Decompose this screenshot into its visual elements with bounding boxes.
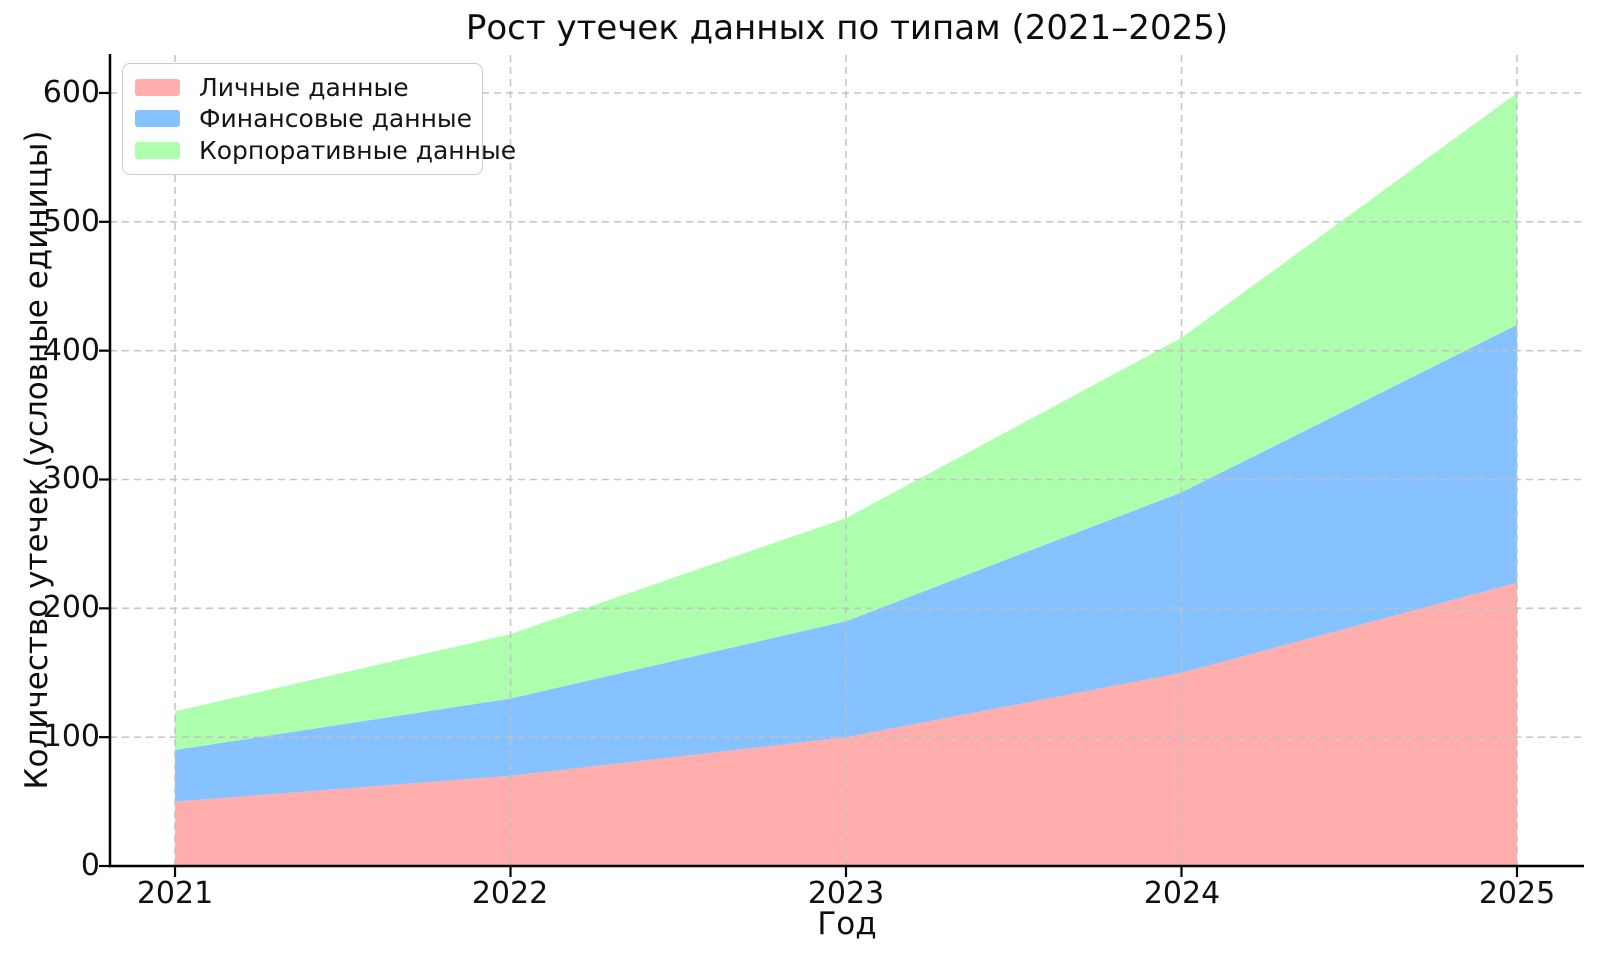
legend-swatch-corporate [135,141,180,159]
y-tick-label-400: 400 [42,333,100,368]
y-tick-label-0: 0 [80,848,100,883]
chart-title: Рост утечек данных по типам (2021–2025) [465,8,1229,48]
legend-item-personal: Личные данные [135,75,470,100]
legend-label-financial: Финансовые данные [199,104,473,134]
y-tick-label-100: 100 [42,719,100,754]
legend: Личные данные Финансовые данные Корпорат… [122,63,516,175]
y-tick-label-300: 300 [42,461,100,496]
legend-swatch-personal [135,79,180,97]
y-tick-label-500: 500 [42,204,100,239]
x-tick-label-2024: 2024 [1143,876,1221,911]
x-axis-label: Год [817,906,877,942]
y-tick-label-600: 600 [42,75,100,110]
x-tick-label-2022: 2022 [471,876,549,911]
legend-label-corporate: Корпоративные данные [199,135,517,165]
legend-label-personal: Личные данные [199,73,409,103]
legend-item-corporate: Корпоративные данные [135,138,516,163]
area-series-2 [175,93,1517,750]
area-series-0 [175,582,1517,866]
x-tick-label-2021: 2021 [136,876,214,911]
x-tick-label-2023: 2023 [807,876,885,911]
legend-swatch-financial [135,110,180,128]
y-tick-label-200: 200 [42,590,100,625]
x-tick-label-2025: 2025 [1478,876,1556,911]
legend-item-financial: Финансовые данные [135,104,473,134]
